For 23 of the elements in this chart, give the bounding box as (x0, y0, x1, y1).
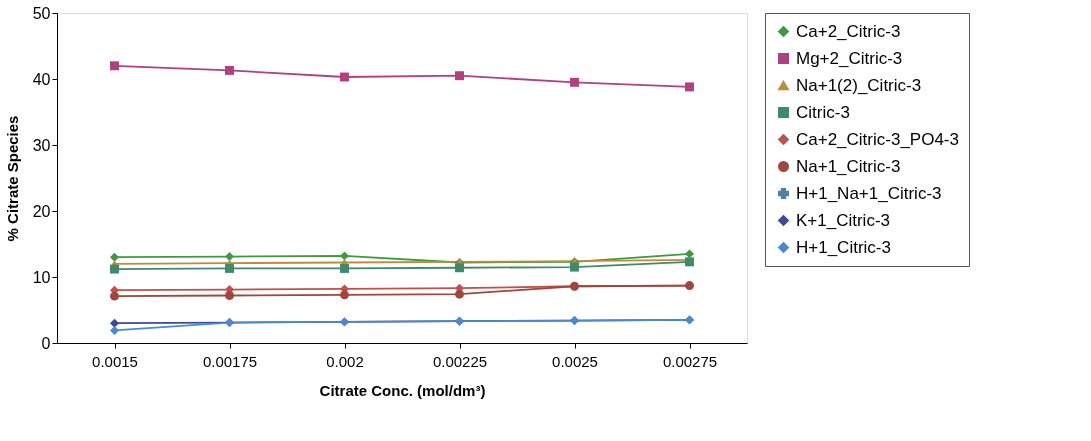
legend-label: H+1_Na+1_Citric-3 (796, 183, 942, 203)
y-tick-label: 30 (32, 136, 51, 154)
y-tick-label: 20 (32, 202, 51, 220)
legend-label: Mg+2_Citric-3 (796, 48, 903, 68)
legend-label: Na+1_Citric-3 (796, 156, 901, 176)
legend-label: H+1_Citric-3 (796, 237, 891, 257)
y-tick-label: 40 (32, 70, 51, 88)
legend-label: Na+1(2)_Citric-3 (796, 75, 922, 95)
x-tick-label: 0.002 (326, 352, 364, 370)
legend-label: Citric-3 (796, 102, 850, 122)
x-tick-label: 0.0025 (552, 352, 598, 370)
y-tick-label: 10 (32, 268, 51, 286)
x-tick-label: 0.0015 (92, 352, 138, 370)
x-tick-label: 0.00275 (662, 352, 718, 370)
x-axis-title: Citrate Conc. (mol/dm³) (319, 381, 486, 399)
legend-label: K+1_Citric-3 (796, 210, 891, 230)
y-tick-label: 50 (32, 4, 51, 22)
y-axis-title: % Citrate Species (3, 115, 21, 242)
x-tick-label: 0.00225 (432, 352, 488, 370)
y-tick-label: 0 (41, 334, 51, 352)
legend-label: Ca+2_Citric-3 (796, 21, 901, 41)
x-tick-label: 0.00175 (202, 352, 258, 370)
legend-label: Ca+2_Citric-3_PO4-3 (796, 129, 959, 149)
